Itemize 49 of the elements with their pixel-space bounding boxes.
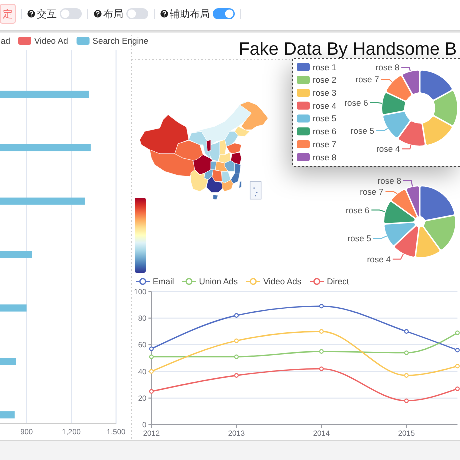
point [234, 373, 239, 378]
point [319, 366, 324, 372]
slice-label: rose 6 [346, 205, 370, 216]
legend-label: Email [153, 276, 174, 287]
point [404, 329, 409, 334]
point [455, 364, 460, 369]
slice-label: rose 5 [348, 234, 372, 244]
point [455, 386, 460, 392]
text: Fake Data By Handsome B [238, 39, 457, 59]
point [149, 346, 154, 352]
point [234, 354, 239, 360]
legend-label: rose 6 [313, 126, 337, 137]
legend-label: rose 4 [313, 100, 337, 111]
slice-label: rose 7 [356, 74, 380, 85]
legend-label: rose 3 [313, 88, 337, 98]
legend-label: Video Ads [263, 276, 302, 287]
slice-label: rose 8 [376, 62, 400, 73]
slice-label: rose 5 [350, 126, 375, 136]
slice-label: rose 4 [376, 144, 400, 154]
slice-label: rose 4 [367, 254, 392, 264]
text: 交互 [37, 8, 57, 21]
point [404, 350, 409, 356]
legend-label: rose 8 [313, 152, 337, 162]
text: 布局 [104, 8, 124, 21]
slice-label: rose 7 [360, 186, 384, 197]
legend-label: Union Ads [199, 276, 238, 287]
point [404, 398, 409, 404]
point [319, 349, 324, 354]
point [149, 354, 154, 360]
text: 定 [3, 8, 13, 21]
slice-label: rose 8 [378, 176, 402, 186]
point [149, 389, 154, 394]
point [404, 373, 409, 378]
legend-label: rose 7 [313, 139, 337, 150]
legend-label: rose 1 [313, 62, 337, 72]
point [319, 329, 324, 334]
legend-label: Search Engine [92, 36, 149, 46]
point [455, 330, 460, 336]
text: ad [1, 36, 11, 46]
legend-label: rose 2 [313, 75, 337, 86]
slice-label: rose 6 [344, 98, 369, 108]
point [319, 304, 324, 309]
legend-label: rose 5 [313, 114, 337, 124]
text: 辅助布局 [170, 8, 210, 21]
legend-label: Video Ad [34, 36, 69, 46]
point [455, 348, 460, 353]
legend-label: Direct [327, 276, 350, 287]
point [234, 338, 239, 344]
point [234, 313, 239, 318]
